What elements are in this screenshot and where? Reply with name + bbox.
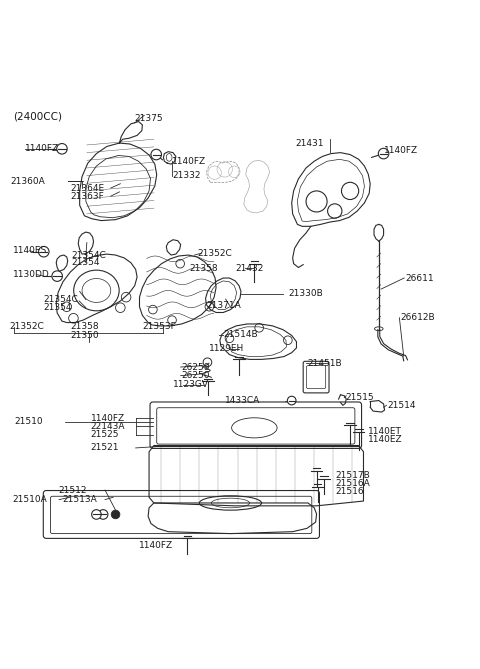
Text: 21352C: 21352C (197, 249, 232, 258)
Text: 26259: 26259 (181, 363, 210, 371)
Text: 21354C: 21354C (44, 295, 79, 304)
Circle shape (92, 510, 101, 519)
Text: 1140FZ: 1140FZ (139, 541, 173, 550)
Text: 21525: 21525 (91, 430, 119, 439)
Text: (2400CC): (2400CC) (12, 112, 61, 122)
Text: 21354: 21354 (72, 258, 100, 267)
Text: 21517B: 21517B (336, 471, 371, 480)
Text: 21350: 21350 (70, 331, 99, 340)
Text: 21431: 21431 (295, 139, 324, 149)
Circle shape (288, 396, 296, 405)
Text: 22143A: 22143A (91, 422, 125, 431)
Text: 21516A: 21516A (336, 479, 371, 488)
Text: 1140FZ: 1140FZ (91, 413, 125, 423)
Text: 1123GV: 1123GV (173, 380, 209, 389)
Text: 21516: 21516 (336, 488, 364, 496)
Text: 21510A: 21510A (12, 495, 48, 504)
Text: 1130DD: 1130DD (12, 270, 49, 279)
Text: 26611: 26611 (405, 274, 434, 282)
Text: 21432: 21432 (235, 264, 264, 273)
Circle shape (38, 246, 49, 257)
Text: 21371A: 21371A (206, 301, 241, 310)
Text: 21514: 21514 (387, 401, 416, 410)
Text: 21332: 21332 (172, 171, 201, 180)
Text: 1140FZ: 1140FZ (384, 146, 418, 155)
Text: 21375: 21375 (135, 114, 163, 123)
Text: 21360A: 21360A (10, 177, 45, 186)
Text: 1140EZ: 1140EZ (368, 435, 403, 444)
Text: 21358: 21358 (70, 322, 99, 331)
Text: 21352C: 21352C (9, 322, 44, 331)
Text: 21363F: 21363F (70, 192, 104, 201)
Text: 1129EH: 1129EH (209, 345, 244, 353)
Text: 1140ET: 1140ET (368, 427, 402, 436)
Circle shape (151, 149, 161, 160)
Text: 26250: 26250 (181, 371, 210, 380)
Text: 21330B: 21330B (288, 289, 323, 298)
Circle shape (378, 149, 389, 159)
Text: 21353F: 21353F (142, 322, 176, 331)
Text: 21354C: 21354C (72, 251, 106, 260)
Text: 21515: 21515 (345, 393, 374, 402)
Text: 21451B: 21451B (307, 359, 342, 368)
Text: 21358: 21358 (190, 264, 218, 273)
Text: 21364E: 21364E (70, 183, 104, 193)
Circle shape (98, 510, 108, 519)
Text: 26612B: 26612B (400, 313, 435, 322)
Text: 1140FZ: 1140FZ (172, 157, 206, 166)
Text: 1140ES: 1140ES (12, 246, 47, 256)
Text: 1140FZ: 1140FZ (24, 145, 59, 153)
Text: 1433CA: 1433CA (225, 396, 260, 405)
Text: 21513A: 21513A (62, 495, 96, 504)
Text: 21354: 21354 (44, 303, 72, 312)
Text: 21512: 21512 (58, 486, 86, 494)
Circle shape (57, 144, 67, 154)
Text: 21514B: 21514B (223, 330, 258, 339)
Text: 21510: 21510 (14, 417, 43, 426)
Circle shape (111, 510, 120, 518)
Text: 21521: 21521 (91, 444, 119, 452)
Circle shape (52, 271, 62, 282)
